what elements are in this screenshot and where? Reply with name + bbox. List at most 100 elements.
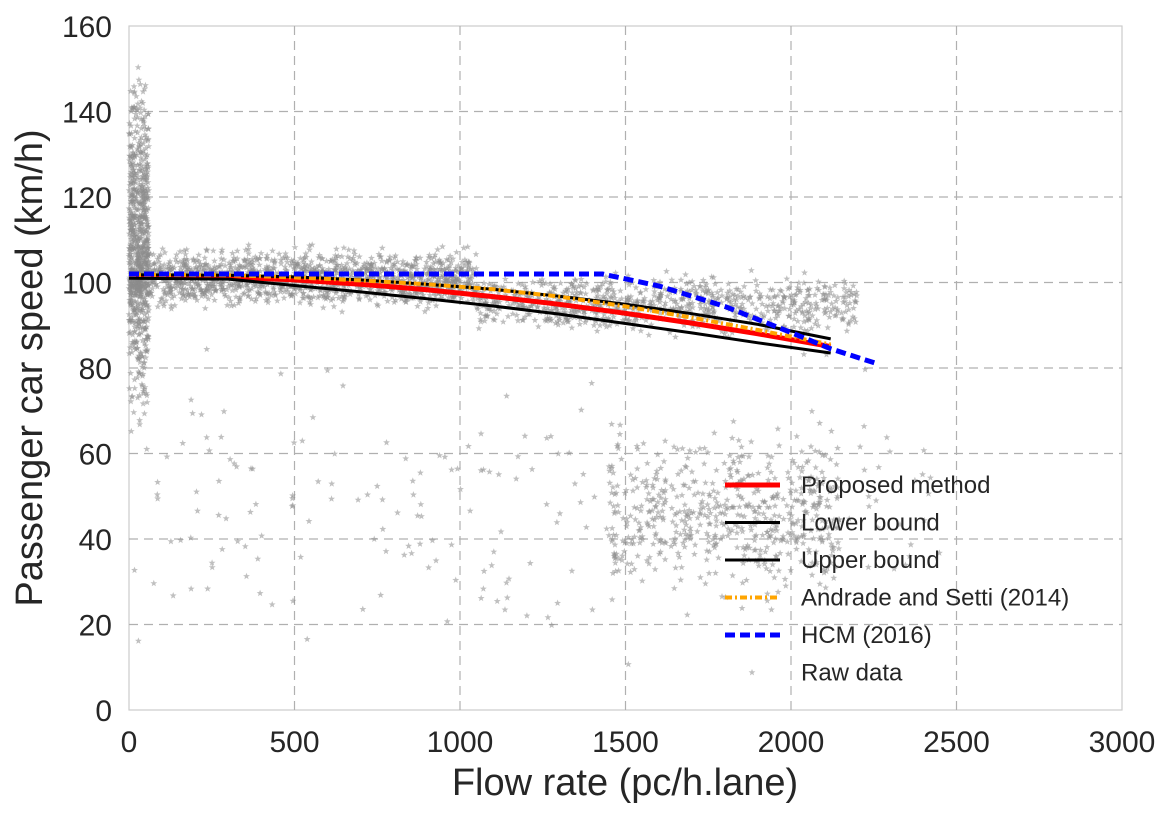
- raw-data-point: [413, 260, 420, 268]
- raw-data-point: [727, 302, 735, 310]
- raw-data-point: [134, 287, 142, 294]
- raw-data-point: [132, 92, 140, 100]
- raw-data-point: [477, 294, 485, 302]
- raw-data-point: [687, 531, 695, 539]
- raw-data-point: [755, 562, 763, 569]
- raw-data-point: [246, 286, 253, 294]
- raw-data-point: [486, 468, 493, 475]
- raw-data-point: [737, 493, 745, 500]
- raw-data-point: [140, 122, 148, 130]
- raw-data-point: [158, 295, 166, 302]
- raw-data-point: [229, 268, 237, 275]
- raw-data-point: [383, 273, 391, 280]
- raw-data-point: [127, 178, 135, 186]
- raw-data-point: [784, 550, 792, 557]
- raw-data-point: [852, 318, 859, 325]
- raw-data-point: [167, 302, 175, 309]
- raw-data-point: [337, 267, 345, 274]
- raw-data-point: [805, 548, 813, 556]
- raw-data-point: [139, 99, 147, 106]
- raw-data-point: [756, 503, 763, 511]
- raw-data-point: [168, 265, 176, 273]
- raw-data-point: [239, 282, 246, 290]
- raw-data-point: [839, 298, 847, 306]
- raw-data-point: [142, 165, 150, 173]
- raw-data-point: [568, 567, 576, 574]
- raw-data-point: [424, 304, 432, 312]
- raw-data-point: [631, 533, 638, 540]
- raw-data-point: [430, 265, 438, 273]
- raw-data-point: [391, 274, 398, 281]
- raw-data-point: [727, 464, 735, 472]
- raw-data-point: [571, 480, 579, 487]
- raw-data-point: [678, 491, 686, 499]
- raw-data-point: [790, 315, 798, 322]
- raw-data-point: [570, 305, 578, 313]
- raw-data-point: [139, 262, 147, 270]
- raw-data-point: [671, 535, 679, 542]
- raw-data-point: [691, 550, 698, 558]
- raw-data-point: [236, 262, 244, 270]
- raw-data-point: [353, 259, 361, 267]
- raw-data-point: [771, 502, 779, 509]
- raw-data-point: [389, 261, 397, 268]
- raw-data-point: [785, 509, 793, 517]
- raw-data-point: [725, 465, 733, 473]
- raw-data-point: [210, 266, 218, 273]
- raw-data-point: [815, 278, 822, 285]
- raw-data-point: [654, 296, 661, 303]
- raw-data-point: [134, 114, 141, 121]
- raw-data-point: [174, 281, 182, 289]
- raw-data-point: [791, 496, 798, 504]
- raw-data-point: [139, 336, 146, 344]
- raw-data-point: [726, 452, 734, 459]
- raw-data-point: [427, 263, 435, 270]
- raw-data-point: [160, 265, 168, 272]
- raw-data-point: [834, 444, 841, 451]
- raw-data-point: [653, 467, 661, 474]
- raw-data-point: [552, 319, 559, 327]
- raw-data-point: [543, 434, 551, 441]
- raw-data-point: [305, 517, 313, 525]
- raw-data-point: [742, 294, 749, 301]
- raw-data-point: [629, 476, 637, 483]
- raw-data-point: [706, 520, 714, 527]
- raw-data-point: [720, 459, 728, 467]
- raw-data-point: [126, 278, 134, 285]
- raw-data-point: [208, 563, 216, 571]
- raw-data-point: [610, 291, 618, 298]
- raw-data-point: [141, 410, 148, 417]
- raw-data-point: [799, 463, 806, 470]
- raw-data-point: [140, 244, 148, 251]
- raw-data-point: [834, 484, 842, 491]
- raw-data-point: [713, 517, 720, 524]
- raw-data-point: [621, 489, 629, 497]
- raw-data-point: [831, 304, 839, 311]
- raw-data-point: [816, 419, 824, 427]
- raw-data-point: [658, 539, 666, 546]
- raw-data-point: [612, 489, 620, 496]
- raw-data-point: [625, 281, 633, 288]
- raw-data-point: [747, 522, 755, 529]
- raw-data-point: [804, 286, 811, 293]
- raw-data-point: [703, 529, 711, 537]
- raw-data-point: [271, 259, 278, 267]
- raw-data-point: [776, 549, 784, 557]
- raw-data-point: [723, 295, 731, 303]
- raw-data-point: [681, 543, 689, 550]
- raw-data-point: [725, 280, 732, 287]
- raw-data-point: [128, 253, 135, 260]
- raw-data-point: [763, 597, 771, 604]
- raw-data-point: [192, 264, 200, 272]
- raw-data-point: [627, 512, 634, 519]
- raw-data-point: [277, 288, 284, 295]
- raw-data-point: [138, 164, 146, 172]
- raw-data-point: [614, 441, 622, 448]
- raw-data-point: [181, 263, 188, 271]
- raw-data-point: [497, 528, 505, 535]
- raw-data-point: [637, 507, 645, 514]
- raw-data-point: [477, 309, 484, 317]
- raw-data-point: [660, 457, 668, 465]
- raw-data-point: [565, 449, 573, 456]
- raw-data-point: [791, 298, 798, 306]
